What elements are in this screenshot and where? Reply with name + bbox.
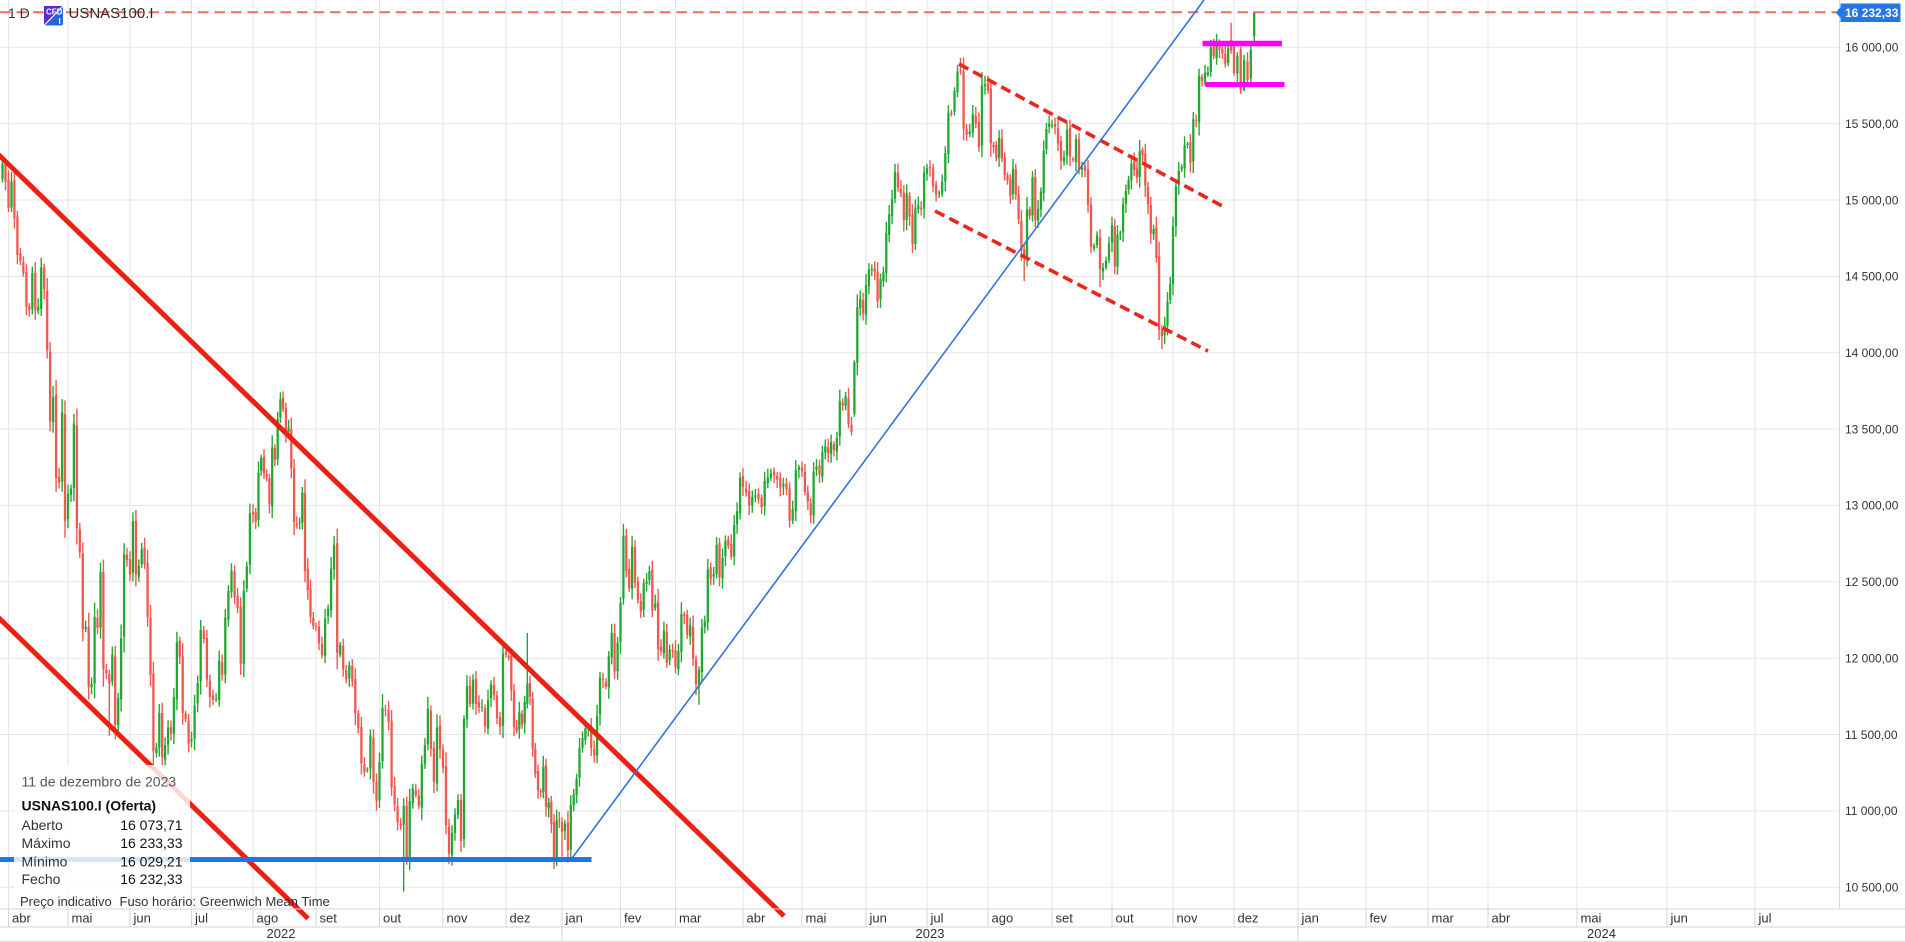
- svg-text:2024: 2024: [1587, 926, 1616, 941]
- svg-text:ago: ago: [257, 911, 279, 926]
- svg-text:jan: jan: [1301, 911, 1319, 926]
- svg-text:jul: jul: [194, 911, 208, 926]
- svg-text:nov: nov: [1177, 911, 1198, 926]
- svg-text:out: out: [383, 911, 401, 926]
- svg-text:2023: 2023: [916, 926, 945, 941]
- svg-text:15 000,00: 15 000,00: [1845, 193, 1899, 207]
- svg-text:dez: dez: [1238, 911, 1259, 926]
- svg-text:nov: nov: [447, 911, 468, 926]
- svg-text:mai: mai: [72, 911, 93, 926]
- svg-text:fev: fev: [1370, 911, 1388, 926]
- svg-text:mar: mar: [679, 911, 702, 926]
- svg-text:ago: ago: [992, 911, 1014, 926]
- svg-text:CFD: CFD: [46, 8, 63, 17]
- svg-text:jul: jul: [930, 911, 944, 926]
- svg-text:16 232,33: 16 232,33: [120, 871, 182, 887]
- svg-text:abr: abr: [12, 911, 31, 926]
- svg-text:16 233,33: 16 233,33: [120, 835, 182, 851]
- svg-text:Preço indicativo: Preço indicativo: [20, 894, 112, 909]
- svg-text:abr: abr: [747, 911, 766, 926]
- svg-text:13 500,00: 13 500,00: [1845, 422, 1899, 436]
- svg-text:1 D: 1 D: [8, 5, 30, 21]
- svg-text:jan: jan: [565, 911, 583, 926]
- svg-text:set: set: [320, 911, 338, 926]
- svg-text:dez: dez: [510, 911, 531, 926]
- svg-text:mar: mar: [1432, 911, 1455, 926]
- svg-text:abr: abr: [1492, 911, 1511, 926]
- svg-text:Fecho: Fecho: [22, 871, 61, 887]
- svg-text:12 500,00: 12 500,00: [1845, 575, 1899, 589]
- svg-text:11 de dezembro de 2023: 11 de dezembro de 2023: [22, 774, 177, 790]
- svg-text:16 232,33: 16 232,33: [1845, 6, 1899, 20]
- svg-text:Fuso horário: Greenwich Mean T: Fuso horário: Greenwich Mean Time: [120, 894, 330, 909]
- svg-text:jun: jun: [869, 911, 887, 926]
- svg-text:out: out: [1116, 911, 1134, 926]
- svg-text:mai: mai: [1581, 911, 1602, 926]
- svg-text:jun: jun: [133, 911, 151, 926]
- svg-text:Aberto: Aberto: [22, 817, 63, 833]
- svg-text:16 029,21: 16 029,21: [120, 854, 182, 870]
- svg-text:16 073,71: 16 073,71: [120, 817, 182, 833]
- svg-text:mai: mai: [806, 911, 827, 926]
- svg-text:fev: fev: [624, 911, 642, 926]
- svg-text:2022: 2022: [267, 926, 296, 941]
- svg-text:jun: jun: [1670, 911, 1688, 926]
- svg-text:11 000,00: 11 000,00: [1845, 804, 1898, 818]
- svg-text:14 000,00: 14 000,00: [1845, 346, 1899, 360]
- svg-text:USNAS100.I (Oferta): USNAS100.I (Oferta): [22, 798, 157, 814]
- svg-text:11 500,00: 11 500,00: [1845, 728, 1898, 742]
- svg-text:set: set: [1056, 911, 1074, 926]
- svg-text:15 500,00: 15 500,00: [1845, 117, 1899, 131]
- svg-text:13 000,00: 13 000,00: [1845, 499, 1899, 513]
- svg-text:Mínimo: Mínimo: [22, 854, 68, 870]
- svg-text:14 500,00: 14 500,00: [1845, 270, 1899, 284]
- svg-text:I: I: [59, 17, 61, 26]
- svg-text:12 000,00: 12 000,00: [1845, 652, 1899, 666]
- svg-text:16 000,00: 16 000,00: [1845, 41, 1899, 55]
- svg-text:jul: jul: [1758, 911, 1772, 926]
- svg-text:USNAS100.I: USNAS100.I: [69, 5, 154, 22]
- svg-text:Máximo: Máximo: [22, 835, 71, 851]
- svg-text:10 500,00: 10 500,00: [1845, 881, 1899, 895]
